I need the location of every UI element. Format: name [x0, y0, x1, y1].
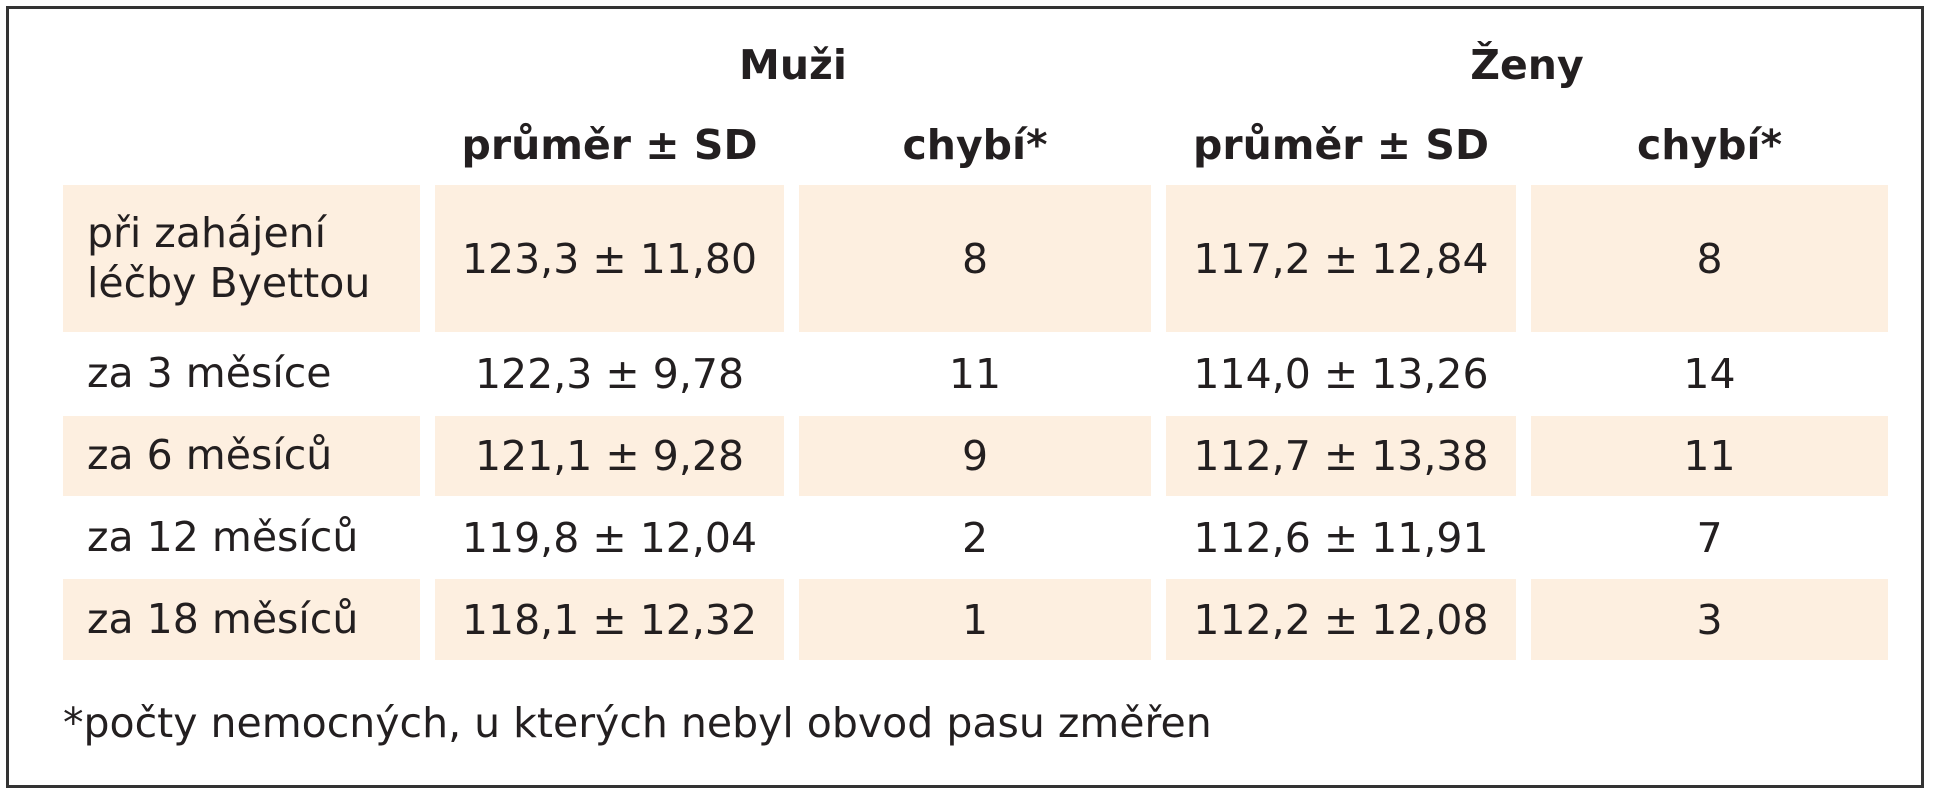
cell: 121,1 ± 9,28 [435, 416, 784, 496]
cell: 11 [1531, 416, 1888, 496]
cell: 9 [799, 416, 1151, 496]
cell: 112,2 ± 12,08 [1166, 579, 1516, 660]
table-body: při zahájení léčby Byettou 123,3 ± 11,80 8… [63, 185, 1888, 660]
row-label: za 3 měsíce [87, 349, 332, 398]
footnote: *počty nemocných, u kterých nebyl obvod … [63, 699, 1212, 747]
sub-header: průměr ± SD [1193, 121, 1489, 169]
group-header: Ženy [1470, 41, 1584, 89]
cell: 122,3 ± 9,78 [474, 350, 745, 398]
table-row: za 18 měsíců 118,1 ± 12,32 1 112,2 ± 12,08 3 [63, 579, 1888, 660]
cell: 2 [961, 513, 989, 562]
cell: 8 [799, 185, 1151, 332]
cell: 8 [1531, 185, 1888, 332]
cell: 112,6 ± 11,91 [1193, 513, 1489, 562]
cell: 1 [799, 579, 1151, 660]
group-header-row: Muži Ženy [63, 25, 1888, 105]
cell: 11 [948, 350, 1002, 398]
table-row: za 12 měsíců 119,8 ± 12,04 2 112,6 ± 11,91 7 [63, 496, 1888, 579]
table-row: za 6 měsíců 121,1 ± 9,28 9 112,7 ± 13,38 11 [63, 416, 1888, 496]
table-row: za 3 měsíce 122,3 ± 9,78 11 114,0 ± 13,26 14 [63, 332, 1888, 416]
table-frame: Muži Ženy průměr ± SD chybí* průměr ± SD… [6, 6, 1924, 788]
cell: 14 [1683, 350, 1736, 398]
row-label: při zahájení léčby Byettou [63, 185, 420, 332]
cell: 3 [1531, 579, 1888, 660]
row-label: za 12 měsíců [87, 512, 359, 561]
cell: 123,3 ± 11,80 [435, 185, 784, 332]
cell: 118,1 ± 12,32 [435, 579, 784, 660]
cell: 112,7 ± 13,38 [1166, 416, 1516, 496]
row-label: za 6 měsíců [63, 416, 420, 496]
sub-header-row: průměr ± SD chybí* průměr ± SD chybí* [63, 105, 1888, 185]
data-table: Muži Ženy průměr ± SD chybí* průměr ± SD… [48, 25, 1903, 660]
empty-header [63, 105, 420, 185]
cell: 7 [1696, 513, 1723, 562]
cell: 114,0 ± 13,26 [1193, 350, 1489, 398]
sub-header: chybí* [1636, 121, 1783, 169]
row-label: za 18 měsíců [63, 579, 420, 660]
cell: 119,8 ± 12,04 [461, 513, 758, 562]
sub-header: průměr ± SD [461, 121, 758, 169]
table-row: při zahájení léčby Byettou 123,3 ± 11,80 8… [63, 185, 1888, 332]
cell: 117,2 ± 12,84 [1166, 185, 1516, 332]
group-header: Muži [739, 41, 847, 89]
empty-header [63, 25, 420, 105]
sub-header: chybí* [902, 121, 1048, 169]
